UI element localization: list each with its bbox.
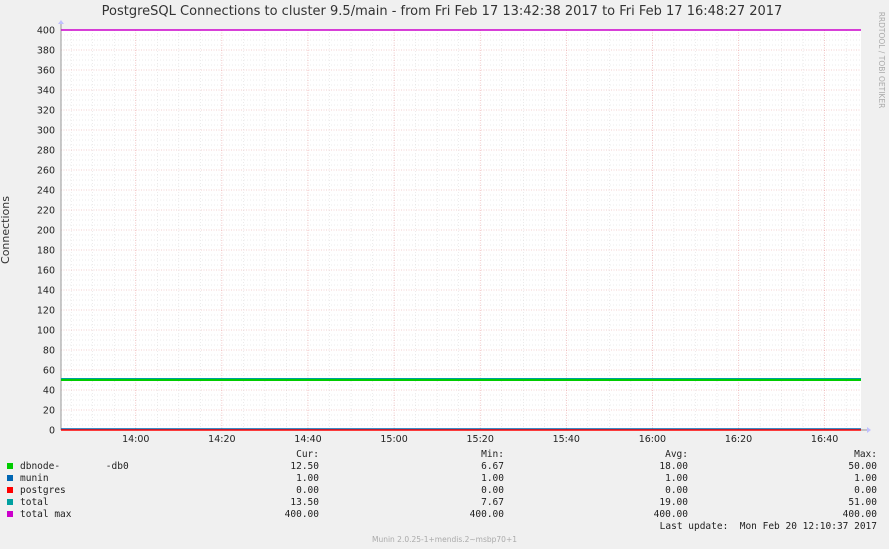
legend-header-cur: Cur: [296, 449, 319, 460]
legend-row: munin 1.00 1.00 1.00 1.00 [0, 473, 889, 485]
legend-header-avg: Avg: [665, 449, 688, 460]
y-tick-label: 380 [37, 46, 55, 57]
y-tick-label: 80 [43, 346, 55, 357]
y-axis-arrow [58, 20, 64, 24]
plot-grid [61, 29, 861, 431]
legend-value-avg: 1.00 [665, 473, 688, 484]
legend-swatch [7, 475, 13, 481]
legend-value-max: 50.00 [848, 461, 877, 472]
chart-title: PostgreSQL Connections to cluster 9.5/ma… [102, 4, 783, 19]
legend-swatch [7, 463, 13, 469]
y-tick-label: 220 [37, 206, 55, 217]
y-tick-label: 20 [43, 406, 55, 417]
x-axis-arrow [867, 427, 871, 433]
legend-value-cur: 400.00 [284, 509, 319, 520]
x-tick-label: 15:40 [553, 434, 580, 445]
legend-header-max: Max: [854, 449, 877, 460]
legend-value-min: 400.00 [469, 509, 504, 520]
legend-value-min: 6.67 [481, 461, 504, 472]
x-tick-label: 14:40 [294, 434, 321, 445]
y-tick-label: 340 [37, 86, 55, 97]
y-tick-label: 200 [37, 226, 55, 237]
legend-value-max: 0.00 [854, 485, 877, 496]
y-tick-label: 160 [37, 266, 55, 277]
legend-value-cur: 1.00 [296, 473, 319, 484]
legend-value-max: 1.00 [854, 473, 877, 484]
legend-value-cur: 0.00 [296, 485, 319, 496]
x-tick-label: 14:20 [208, 434, 235, 445]
legend-swatch [7, 487, 13, 493]
y-tick-label: 100 [37, 326, 55, 337]
legend-value-avg: 19.00 [659, 497, 688, 508]
legend-row: postgres 0.00 0.00 0.00 0.00 [0, 485, 889, 497]
x-tick-label: 16:00 [639, 434, 666, 445]
legend-swatch [7, 511, 13, 517]
legend-row: total 13.50 7.67 19.00 51.00 [0, 497, 889, 509]
rrdtool-credit: RRDTOOL / TOBI OETIKER [877, 12, 886, 109]
legend-row: dbnode- -db0 12.50 6.67 18.00 50.00 [0, 461, 889, 473]
y-tick-label: 60 [43, 366, 55, 377]
y-tick-label: 120 [37, 306, 55, 317]
legend-value-avg: 0.00 [665, 485, 688, 496]
last-update: Last update: Mon Feb 20 12:10:37 2017 [659, 521, 877, 532]
legend-series-name: postgres [20, 485, 66, 496]
legend-header-row: Cur: Min: Avg: Max: [0, 449, 889, 461]
legend-series-name: munin [20, 473, 49, 484]
y-tick-label: 400 [37, 26, 55, 37]
legend-swatch [7, 499, 13, 505]
legend-series-name: total [20, 497, 49, 508]
legend-value-avg: 400.00 [653, 509, 688, 520]
y-tick-label: 40 [43, 386, 55, 397]
legend-value-min: 7.67 [481, 497, 504, 508]
y-tick-label: 280 [37, 146, 55, 157]
legend-header-min: Min: [481, 449, 504, 460]
legend-series-name: dbnode- -db0 [20, 461, 129, 472]
legend-value-cur: 12.50 [290, 461, 319, 472]
y-tick-label: 180 [37, 246, 55, 257]
y-tick-label: 260 [37, 166, 55, 177]
legend-value-max: 51.00 [848, 497, 877, 508]
y-tick-label: 300 [37, 126, 55, 137]
y-tick-label: 360 [37, 66, 55, 77]
x-tick-label: 16:20 [725, 434, 752, 445]
y-tick-label: 140 [37, 286, 55, 297]
y-axis-label: Connections [0, 196, 12, 264]
legend-value-min: 0.00 [481, 485, 504, 496]
y-tick-label: 240 [37, 186, 55, 197]
legend-value-avg: 18.00 [659, 461, 688, 472]
munin-version-footer: Munin 2.0.25-1+mendis.2~msbp70+1 [371, 535, 518, 544]
legend-value-max: 400.00 [842, 509, 877, 520]
x-tick-label: 15:20 [466, 434, 493, 445]
y-tick-label: 320 [37, 106, 55, 117]
x-tick-label: 14:00 [122, 434, 149, 445]
legend-series-name: total max [20, 509, 72, 520]
y-tick-label: 0 [49, 426, 55, 437]
legend-value-cur: 13.50 [290, 497, 319, 508]
legend-row: total max 400.00 400.00 400.00 400.00 [0, 509, 889, 521]
plot-series [61, 29, 861, 431]
x-tick-label: 16:40 [811, 434, 838, 445]
x-tick-label: 15:00 [380, 434, 407, 445]
legend-value-min: 1.00 [481, 473, 504, 484]
